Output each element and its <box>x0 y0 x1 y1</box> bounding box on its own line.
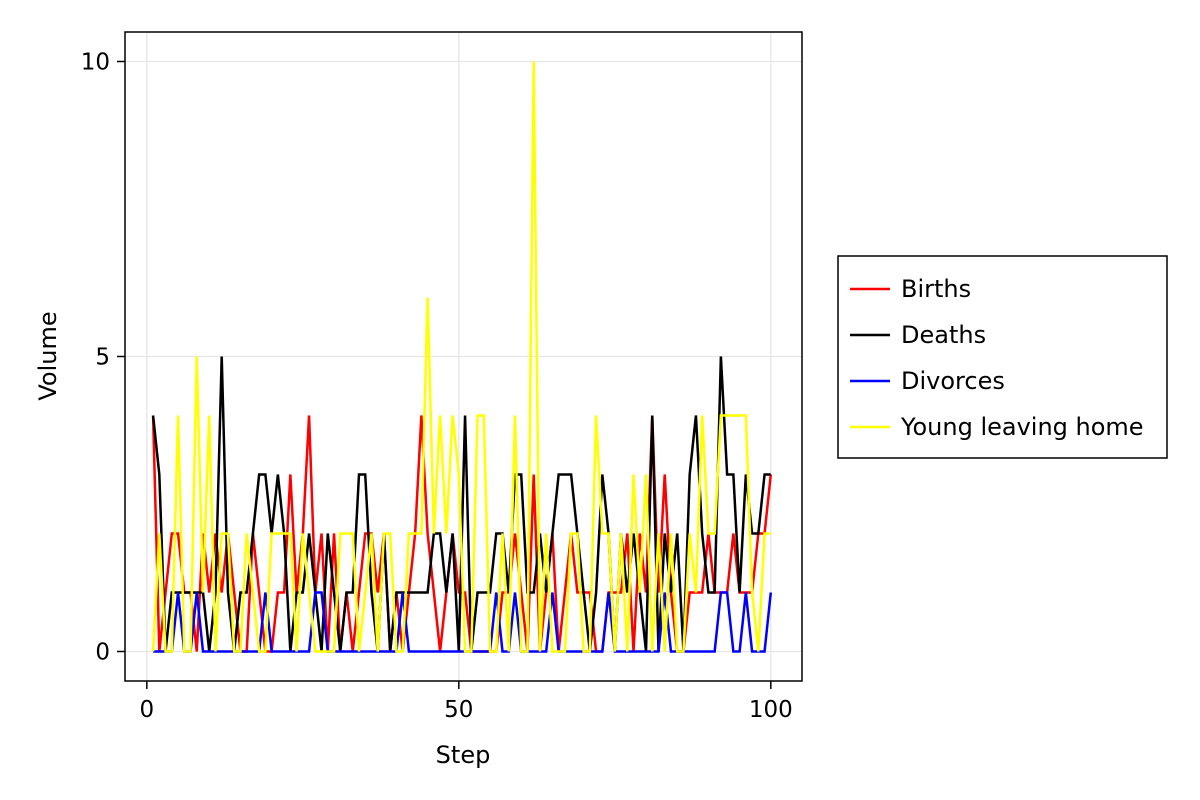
y-tick-label: 0 <box>95 640 110 666</box>
x-axis-label: Step <box>436 741 491 769</box>
legend-box <box>837 255 1168 459</box>
series-line-deaths <box>151 356 771 652</box>
x-tick-label: 0 <box>140 697 155 723</box>
series-line-divorces <box>153 591 773 653</box>
y-axis-label: Volume <box>34 311 62 400</box>
x-tick-label: 50 <box>444 697 473 723</box>
legend-label-divorces: Divorces <box>901 367 1005 395</box>
plot-series <box>151 61 773 653</box>
x-tick-label: 100 <box>749 697 793 723</box>
y-tick-label: 10 <box>81 50 110 76</box>
series-line-young-leaving-home <box>151 61 771 653</box>
ticks <box>117 60 772 689</box>
y-tick-label: 5 <box>95 345 110 371</box>
legend-label-young-leaving-home: Young leaving home <box>900 413 1144 441</box>
legend-label-deaths: Deaths <box>901 321 986 349</box>
tick-labels: 0 50 100 0 5 10 <box>81 50 793 724</box>
legend-label-births: Births <box>901 275 971 303</box>
legend: Births Deaths Divorces Young leaving home <box>837 255 1168 459</box>
